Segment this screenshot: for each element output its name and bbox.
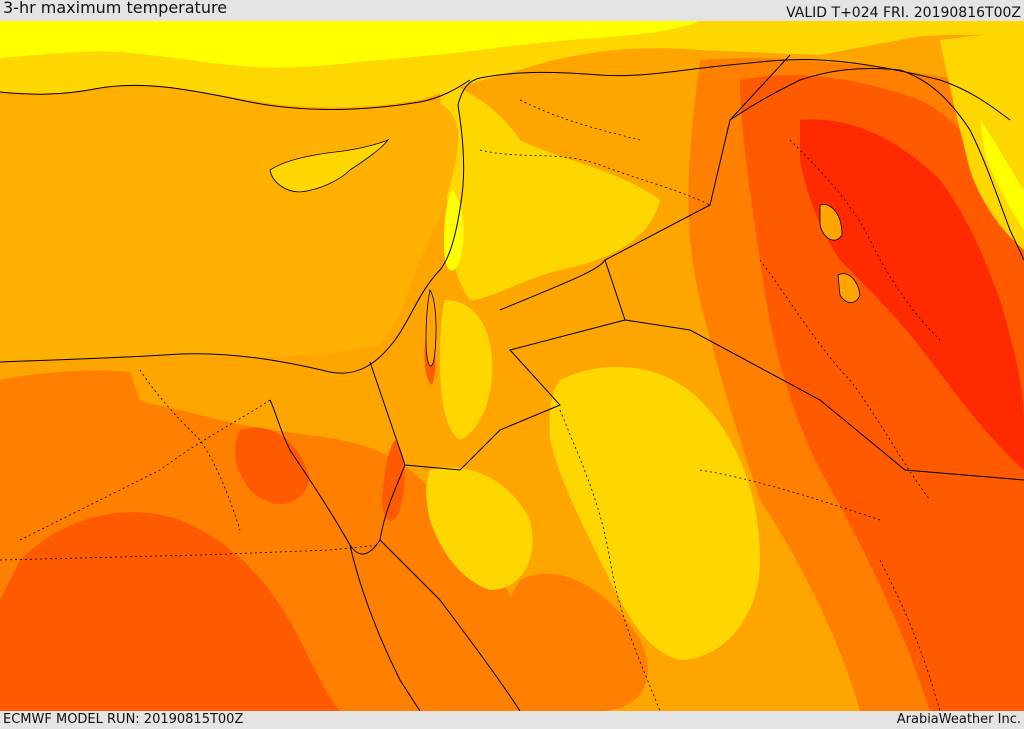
very-hot-egypt-west bbox=[0, 370, 150, 470]
model-run: ECMWF MODEL RUN: 20190815T00Z bbox=[3, 712, 244, 727]
mild-lebanon bbox=[444, 190, 464, 271]
warm-jordan-strip bbox=[440, 300, 493, 440]
cyprus-island bbox=[269, 139, 390, 193]
extreme-sinai bbox=[234, 427, 310, 504]
water-bodies bbox=[425, 204, 861, 367]
province-lines bbox=[0, 99, 941, 711]
temperature-map[interactable] bbox=[0, 21, 1024, 711]
warm-saudi-west bbox=[426, 467, 533, 590]
mediterranean-sea bbox=[0, 87, 459, 362]
extreme-aqaba bbox=[382, 440, 405, 521]
extreme-egypt-sudan bbox=[0, 512, 340, 711]
scorching-iraq bbox=[800, 119, 1024, 471]
warm-saudi-central bbox=[549, 366, 760, 660]
mild-turkey bbox=[0, 21, 700, 68]
warm-levant bbox=[440, 80, 660, 300]
credit-text: ArabiaWeather Inc. bbox=[896, 712, 1021, 727]
very-hot-saudi bbox=[496, 573, 648, 711]
header-bar: 3-hr maximum temperature VALID T+024 FRI… bbox=[0, 0, 1024, 21]
footer-bar: ECMWF MODEL RUN: 20190815T00Z ArabiaWeat… bbox=[0, 711, 1024, 729]
mild-iran-ridge bbox=[980, 120, 1024, 230]
warm-iran-north bbox=[940, 30, 1024, 250]
map-title: 3-hr maximum temperature bbox=[3, 0, 228, 17]
valid-time: VALID T+024 FRI. 20190816T00Z bbox=[786, 5, 1021, 21]
boundary-lines bbox=[0, 54, 1024, 711]
